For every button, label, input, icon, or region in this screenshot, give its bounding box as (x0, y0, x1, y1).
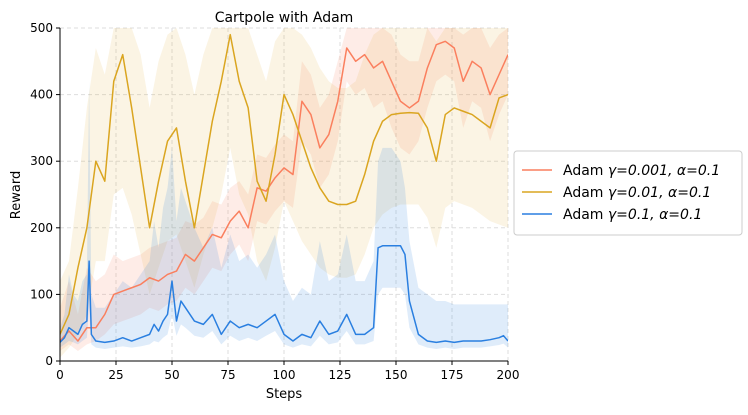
legend-label-1: Adam γ=0.01, α=0.1 (563, 185, 711, 201)
x-tick-label-4: 100 (273, 368, 296, 382)
y-tick-label-4: 400 (30, 88, 53, 102)
legend-box (513, 150, 743, 236)
legend-label-2-gamma: γ=0.1, (608, 207, 659, 223)
chart-title: Cartpole with Adam (215, 10, 354, 26)
y-tick-label-1: 100 (30, 287, 53, 301)
legend-label-0-name: Adam (563, 163, 608, 179)
x-tick-label-1: 25 (108, 368, 123, 382)
x-axis-label: Steps (266, 387, 303, 402)
tick-marks: 0 25 50 75 100 125 150 175 200 0 100 200 300 400 500 (30, 21, 519, 382)
x-tick-label-8: 200 (497, 368, 520, 382)
series-0-line (60, 40, 508, 342)
series-1-band (60, 28, 508, 358)
y-axis-label: Reward (9, 171, 24, 219)
legend-label-0-gamma: γ=0.001, (608, 163, 677, 179)
series-2-line (60, 245, 508, 344)
x-tick-label-3: 75 (220, 368, 235, 382)
legend-label-1-name: Adam (563, 185, 608, 201)
legend-label-2-name: Adam (563, 207, 608, 223)
series-lines (60, 33, 508, 344)
x-tick-label-6: 150 (385, 368, 408, 382)
series-0-band (60, 28, 508, 352)
legend-label-2: Adam γ=0.1, α=0.1 (563, 207, 702, 223)
y-tick-label-0: 0 (45, 354, 53, 368)
y-tick-label-5: 500 (30, 21, 53, 35)
y-tick-label-2: 200 (30, 221, 53, 235)
legend-label-1-gamma: γ=0.01, (608, 185, 668, 201)
x-tick-label-0: 0 (56, 368, 64, 382)
y-tick-label-3: 300 (30, 154, 53, 168)
legend-label-2-alpha: α=0.1 (659, 207, 702, 223)
legend-label-0: Adam γ=0.001, α=0.1 (563, 163, 720, 179)
legend-label-0-alpha: α=0.1 (677, 163, 720, 179)
series-1-line (60, 33, 508, 335)
x-tick-label-2: 50 (164, 368, 179, 382)
x-tick-label-5: 125 (329, 368, 352, 382)
legend-label-1-alpha: α=0.1 (668, 185, 711, 201)
x-tick-label-7: 175 (441, 368, 464, 382)
